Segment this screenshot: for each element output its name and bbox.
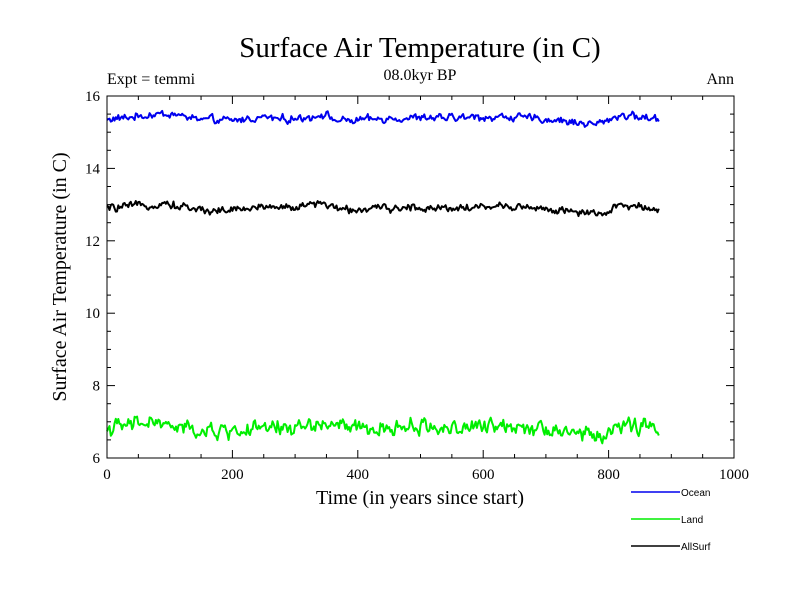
axis-ticks [106,95,735,459]
y-tick-label: 6 [93,451,101,467]
x-tick-label: 200 [221,467,244,483]
plot-series [106,109,660,445]
y-tick-label: 10 [85,306,100,322]
x-tick-labels: 0 200 400 600 800 1000 [103,467,749,483]
x-tick-label: 800 [597,467,620,483]
x-tick-label: 0 [103,467,111,483]
y-tick-label: 8 [93,379,101,395]
legend-label-land: Land [681,515,703,526]
x-axis-label: Time (in years since start) [316,487,524,509]
x-tick-label: 1000 [719,467,749,483]
y-tick-labels: 6 8 10 12 14 16 [85,89,101,467]
series-line-ocean [106,109,660,128]
series-line-allsurf [106,200,660,218]
x-tick-label: 400 [347,467,370,483]
y-axis-label: Surface Air Temperature (in C) [49,152,71,401]
chart-subtitle: 08.0kyr BP [384,67,457,84]
experiment-label: Expt = temmi [107,71,196,88]
legend-label-ocean: Ocean [681,488,710,499]
legend: Ocean Land AllSurf [631,488,711,553]
y-tick-label: 14 [85,161,101,177]
series-line-land [106,415,660,445]
plot-frame [106,95,735,459]
period-label: Ann [706,71,734,88]
x-tick-label: 600 [472,467,495,483]
y-tick-label: 12 [85,234,100,250]
chart-title: Surface Air Temperature (in C) [239,32,600,64]
y-tick-label: 16 [85,89,101,105]
legend-label-allsurf: AllSurf [681,542,711,553]
